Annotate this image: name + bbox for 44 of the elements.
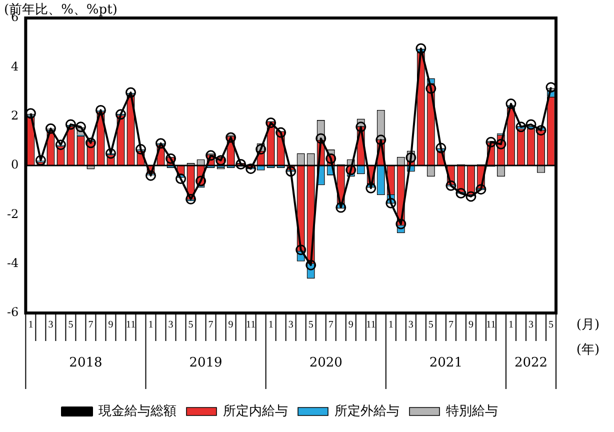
legend-label: 所定内給与 — [223, 404, 288, 419]
y-tick-label: -6 — [6, 305, 19, 320]
x-tick-label: 11 — [246, 320, 256, 331]
text: (年) — [576, 342, 600, 358]
x-tick-label: 1 — [388, 320, 394, 331]
x-tick-label: 3 — [168, 320, 174, 331]
x-tick-label: 11 — [366, 320, 376, 331]
x-tick-label: 7 — [448, 320, 454, 331]
text: 2019 — [189, 355, 222, 370]
x-tick-label: 9 — [348, 320, 354, 331]
y-tick-label: 4 — [11, 59, 20, 74]
x-tick-label: 11 — [126, 320, 136, 331]
x-tick-label: 5 — [188, 320, 194, 331]
x-tick-label: 5 — [428, 320, 434, 331]
x-tick-label: 9 — [468, 320, 474, 331]
text: 2020 — [309, 355, 342, 370]
y-tick-label: -4 — [6, 256, 20, 270]
legend-label: 特別給与 — [446, 404, 498, 419]
y-tick-label: -2 — [6, 206, 19, 221]
legend-label: 所定外給与 — [334, 404, 400, 419]
x-tick-label: 7 — [88, 320, 94, 331]
x-tick-label: 9 — [228, 320, 234, 331]
y-tick-label: 0 — [11, 158, 19, 172]
x-tick-label: 3 — [408, 320, 414, 331]
x-tick-label: 1 — [268, 320, 274, 331]
text: 2021 — [429, 355, 462, 370]
x-tick-label: 1 — [28, 320, 34, 331]
text: 2018 — [69, 355, 102, 370]
x-axis-title: (月) — [576, 317, 600, 332]
x-tick-label: 3 — [528, 320, 534, 331]
x-tick-label: 7 — [328, 320, 334, 331]
x-tick-label: 3 — [48, 320, 54, 331]
text: 2022 — [514, 355, 548, 370]
x-tick-label: 5 — [308, 320, 314, 331]
x-tick-label: 5 — [548, 320, 554, 331]
x-tick-label: 3 — [288, 320, 294, 331]
x-tick-label: 11 — [486, 320, 496, 331]
y-tick-label: 2 — [11, 108, 19, 122]
legend-label: 現金給与総額 — [98, 404, 176, 419]
x-tick-label: 5 — [68, 320, 74, 331]
x-tick-label: 7 — [208, 320, 214, 331]
x-tick-label: 1 — [508, 320, 514, 331]
x-tick-label: 1 — [148, 320, 154, 331]
x-tick-label: 9 — [108, 320, 114, 331]
